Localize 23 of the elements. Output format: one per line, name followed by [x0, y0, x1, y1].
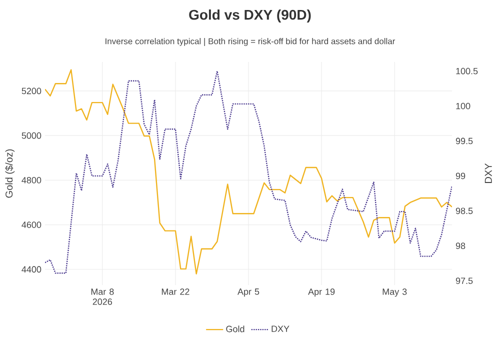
x-tick-label: Mar 8 2026 — [91, 288, 114, 305]
y-tick-label: 4400 — [22, 266, 42, 273]
y2-axis-title: DXY — [484, 163, 492, 183]
y2-tick-label: 97.5 — [456, 278, 473, 284]
y2-tick-label: 99 — [456, 172, 466, 180]
y-axis-title: Gold ($/oz) — [5, 149, 15, 198]
x-tick-label: Apr 5 — [238, 288, 260, 297]
y2-tick-label: 100 — [456, 102, 470, 110]
y2-tick-label: 100.5 — [456, 68, 478, 74]
y2-tick-label: 98 — [456, 242, 466, 250]
y-tick-label: 4600 — [22, 222, 42, 228]
x-tick-label: Apr 19 — [308, 288, 335, 297]
y-tick-label: 5200 — [22, 88, 42, 94]
x-tick-label: May 3 — [382, 288, 407, 297]
legend-label: DXY — [272, 326, 290, 332]
y-tick-label: 5000 — [22, 132, 42, 139]
chart-subtitle: Inverse correlation typical | Both rising = risk-off bid for hard assets and dollar — [106, 38, 396, 46]
x-tick-label: Mar 22 — [162, 288, 190, 295]
y2-tick-label: 98.5 — [456, 208, 473, 214]
chart-title: Gold vs DXY (90D) — [189, 9, 311, 23]
y2-tick-label: 99.5 — [456, 138, 473, 144]
legend-label: Gold — [226, 326, 244, 332]
y-tick-label: 4800 — [22, 176, 42, 184]
